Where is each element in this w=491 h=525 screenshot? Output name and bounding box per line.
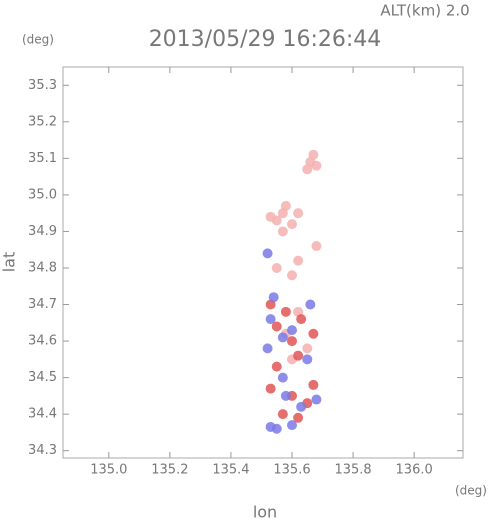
data-point <box>293 255 304 266</box>
data-point <box>296 314 307 325</box>
data-point <box>302 164 313 175</box>
x-tick-label: 135.0 <box>90 463 127 478</box>
data-point <box>308 379 319 390</box>
y-tick-label: 34.7 <box>28 297 57 312</box>
x-tick-label: 135.4 <box>212 463 249 478</box>
data-point <box>271 321 282 332</box>
data-point <box>265 383 276 394</box>
data-point <box>277 409 288 420</box>
data-point <box>280 200 291 211</box>
data-point <box>293 412 304 423</box>
data-point <box>305 299 316 310</box>
chart-subtitle: ALT(km) 2.0 <box>380 2 469 20</box>
data-point <box>293 350 304 361</box>
x-tick-label: 135.2 <box>151 463 188 478</box>
data-point <box>262 343 273 354</box>
data-point <box>262 248 273 259</box>
x-tick-label: 135.8 <box>334 463 371 478</box>
y-tick-label: 34.5 <box>28 370 57 385</box>
y-tick-label: 35.2 <box>28 114 57 129</box>
data-point <box>271 361 282 372</box>
data-point <box>302 354 313 365</box>
data-point <box>311 241 322 252</box>
y-unit: (deg) <box>22 33 54 47</box>
data-point <box>265 211 276 222</box>
data-point <box>308 149 319 160</box>
data-point <box>287 420 298 431</box>
data-point <box>311 160 322 171</box>
data-point <box>271 262 282 273</box>
data-point <box>287 336 298 347</box>
y-tick-label: 35.3 <box>28 78 57 93</box>
x-axis-label: lon <box>253 503 277 522</box>
data-point <box>302 343 313 354</box>
data-point <box>265 421 276 432</box>
data-point <box>293 208 304 219</box>
y-tick-label: 34.6 <box>28 334 57 349</box>
y-tick-label: 34.3 <box>28 443 57 458</box>
y-tick-label: 34.9 <box>28 224 57 239</box>
x-unit: (deg) <box>455 484 487 498</box>
data-point <box>280 306 291 317</box>
y-tick-label: 34.4 <box>28 407 57 422</box>
data-point <box>277 226 288 237</box>
data-point <box>280 390 291 401</box>
chart-title: 2013/05/29 16:26:44 <box>149 27 382 52</box>
data-point <box>308 328 319 339</box>
x-tick-label: 136.0 <box>396 463 433 478</box>
y-axis-label: lat <box>0 252 19 273</box>
data-point <box>311 394 322 405</box>
data-point <box>287 325 298 336</box>
y-tick-label: 35.0 <box>28 187 57 202</box>
data-point <box>287 219 298 230</box>
plot-frame <box>62 66 464 459</box>
data-point <box>277 372 288 383</box>
data-point <box>265 314 276 325</box>
data-point <box>268 292 279 303</box>
x-tick-label: 135.6 <box>273 463 310 478</box>
y-tick-label: 34.8 <box>28 260 57 275</box>
y-tick-label: 35.1 <box>28 151 57 166</box>
data-point <box>296 401 307 412</box>
data-point <box>277 332 288 343</box>
data-point <box>287 270 298 281</box>
